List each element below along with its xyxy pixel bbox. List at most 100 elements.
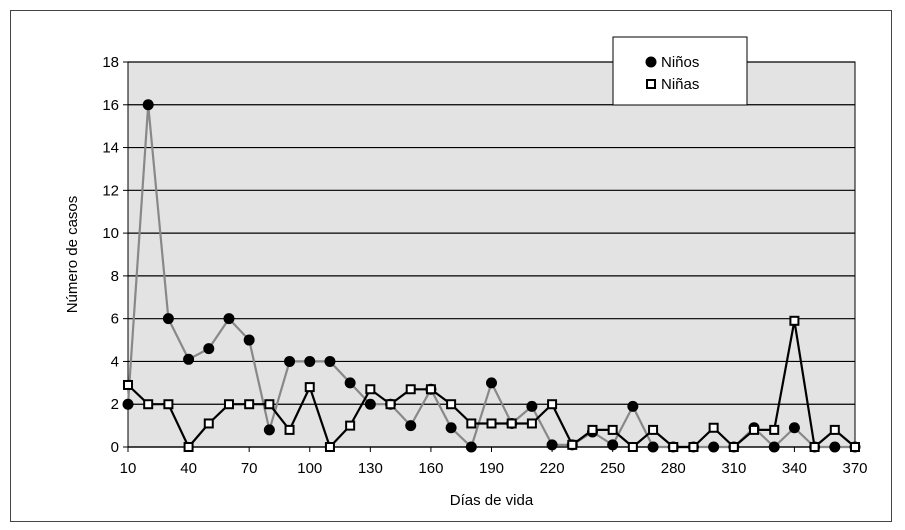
legend-marker-ninas [646,79,656,89]
point-ninas [385,399,396,410]
point-ninas [143,399,154,410]
x-tick-label: 340 [782,460,807,477]
point-ninas [688,442,699,452]
point-ninos [465,441,477,453]
y-tick-label: 6 [111,311,119,328]
point-ninos [829,441,841,453]
y-tick-label: 8 [111,268,119,285]
y-tick-labels: 0 2 4 6 8 10 12 14 16 18 [102,54,119,456]
point-ninas [365,384,376,395]
point-ninas [809,442,820,452]
point-ninos [708,441,720,453]
point-ninas [789,315,800,326]
legend-marker-ninos [645,56,657,68]
chart-frame [10,10,892,522]
point-ninos [223,313,235,325]
point-ninas [466,418,477,429]
point-ninos [263,424,275,436]
legend-label-ninos: Niños [661,54,699,71]
point-ninos [324,355,336,367]
x-tick-label: 190 [479,460,504,477]
point-ninas [627,442,638,452]
point-ninas [648,424,659,435]
y-tick-label: 4 [111,353,119,370]
point-ninas [668,442,679,452]
point-ninos [183,353,195,365]
point-ninas [324,442,335,452]
point-ninas [486,418,497,429]
point-ninas [405,384,416,395]
point-ninas [123,379,133,390]
y-tick-label: 16 [102,97,119,114]
x-tick-label: 100 [297,460,322,477]
x-tick-label: 130 [358,460,383,477]
x-tick-label: 40 [180,460,197,477]
point-ninas [244,399,255,410]
point-ninos [627,400,639,412]
point-ninas [425,384,436,395]
plot-area [127,61,856,448]
point-ninos [344,377,356,389]
x-tick-label: 160 [418,460,443,477]
point-ninos [546,439,558,451]
point-ninas [708,422,719,433]
point-ninas [446,399,457,410]
point-ninos [768,441,780,453]
point-ninos [142,99,154,111]
point-ninos [526,400,538,412]
y-axis-title: Número de casos [64,196,81,314]
point-ninas [264,399,275,410]
point-ninas [728,442,739,452]
point-ninas [607,424,618,435]
point-ninos [607,439,619,451]
point-ninas [567,439,578,450]
x-axis-title: Días de vida [450,492,534,509]
x-tick-label: 370 [842,460,867,477]
x-tick-label: 250 [600,460,625,477]
x-tick-label: 70 [241,460,258,477]
y-tick-label: 12 [102,182,119,199]
point-ninos [203,343,215,355]
point-ninos [788,422,800,434]
point-ninos [445,422,457,434]
legend: Niños Niñas [612,36,748,106]
point-ninas [547,399,558,410]
x-tick-label: 10 [120,460,137,477]
legend-label-ninas: Niñas [661,76,699,93]
point-ninos [647,441,659,453]
point-ninas [749,424,760,435]
x-tick-label: 310 [721,460,746,477]
point-ninas [345,420,356,431]
point-ninos [284,355,296,367]
point-ninos [162,313,174,325]
point-ninas [183,442,194,452]
x-tick-label: 280 [661,460,686,477]
point-ninas [829,424,840,435]
point-ninos [486,377,497,389]
y-tick-label: 2 [111,396,119,413]
point-ninas [304,382,315,393]
point-ninas [223,399,234,410]
point-ninos [364,398,376,410]
point-ninas [850,442,860,452]
legend-box [612,36,748,106]
point-ninas [526,418,537,429]
point-ninas [587,424,598,435]
y-tick-label: 14 [102,140,119,157]
series-markers [122,99,861,453]
point-ninos [243,334,255,346]
x-tick-label: 220 [540,460,565,477]
point-ninos [304,355,316,367]
point-ninas [769,424,780,435]
point-ninos [405,420,417,432]
point-ninas [284,424,295,435]
point-ninos [122,398,134,410]
y-tick-label: 18 [102,54,119,71]
y-tick-label: 10 [102,225,119,242]
x-tick-labels: 10 40 70 100 130 160 190 220 250 280 310 340 370 [120,460,868,477]
point-ninas [203,418,214,429]
point-ninas [506,418,517,429]
point-ninas [163,399,174,410]
y-tick-label: 0 [111,439,119,456]
